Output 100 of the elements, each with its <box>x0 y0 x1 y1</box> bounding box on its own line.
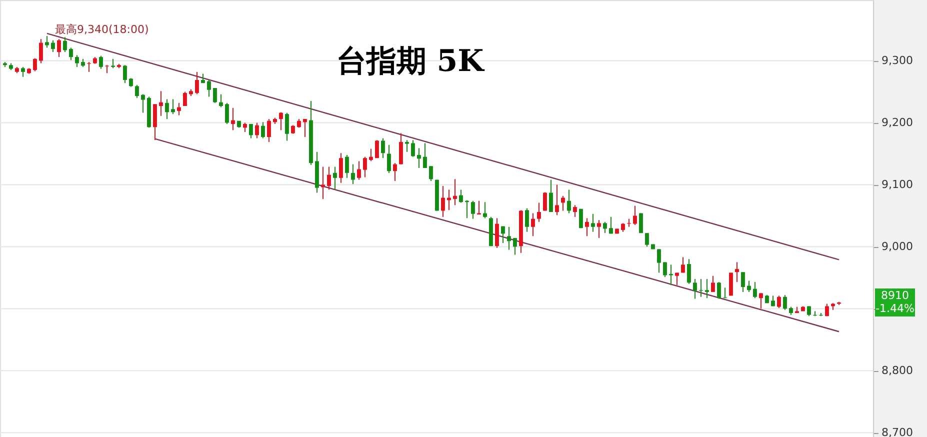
candlestick <box>561 195 565 212</box>
candlestick <box>537 202 541 222</box>
candlestick <box>39 38 43 64</box>
candlestick <box>603 221 607 234</box>
candlestick <box>303 118 307 138</box>
candlestick <box>345 154 349 178</box>
candlestick <box>441 185 445 218</box>
candlestick <box>231 107 235 131</box>
candlestick <box>357 160 361 180</box>
candlestick <box>573 204 577 218</box>
candlestick <box>807 306 811 317</box>
candlestick <box>183 91 187 106</box>
candlestick <box>825 303 829 317</box>
candlestick <box>261 122 265 139</box>
y-tick-label: 9,000 <box>882 240 913 254</box>
candlestick <box>525 208 529 232</box>
candlestick <box>123 64 127 84</box>
candlestick <box>177 102 181 116</box>
candlestick <box>711 275 715 292</box>
candlestick <box>717 282 721 300</box>
text: -1.44% <box>876 302 914 315</box>
candlestick <box>531 212 535 237</box>
candlestick <box>333 166 337 190</box>
candlestick <box>735 262 739 283</box>
candlestick <box>171 98 175 115</box>
candlestick <box>777 295 781 309</box>
y-tick-label: 9,200 <box>882 116 913 130</box>
candlestick <box>783 294 787 310</box>
candlestick <box>501 226 505 244</box>
y-tick-label: 9,300 <box>882 54 913 68</box>
candlestick <box>585 218 589 237</box>
candlestick <box>729 272 733 296</box>
y-tick-label: 9,100 <box>882 178 913 192</box>
candlestick <box>567 189 571 214</box>
candlestick <box>417 148 421 168</box>
candlestick <box>369 148 373 162</box>
candlestick <box>159 90 163 116</box>
y-tick-label: 8,800 <box>882 364 913 378</box>
candlestick <box>45 35 49 48</box>
candlestick <box>63 36 67 53</box>
candlestick <box>57 38 61 58</box>
candlestick <box>225 102 229 124</box>
candlestick <box>423 142 427 168</box>
candlestick <box>279 112 283 131</box>
candlestick <box>687 258 691 284</box>
candlestick <box>609 216 613 234</box>
candlestick <box>639 212 643 234</box>
candlestick <box>267 118 271 142</box>
candlestick <box>153 104 157 141</box>
candlestick <box>543 192 547 212</box>
candlestick <box>747 280 751 292</box>
annotation: 最高9,340(18:00) <box>54 22 149 36</box>
candlestick <box>447 189 451 211</box>
candlestick <box>387 144 391 174</box>
candlestick <box>429 166 433 182</box>
candlestick <box>213 88 217 104</box>
text: 台指期 5K <box>336 44 485 79</box>
candlestick <box>459 189 463 204</box>
candlestick <box>555 184 559 216</box>
candlestick <box>207 79 211 98</box>
candlestick <box>633 205 637 226</box>
candlestick <box>483 202 487 219</box>
candlestick <box>753 282 757 299</box>
candlestick <box>597 220 601 239</box>
candlestick <box>759 292 763 310</box>
candlestick <box>327 166 331 190</box>
candlestick <box>477 200 481 215</box>
candlestick <box>645 232 649 248</box>
candlestick <box>321 166 325 200</box>
candlestick <box>705 278 709 299</box>
candlestick <box>549 179 553 212</box>
candlestick <box>111 58 115 69</box>
candlestick <box>135 84 139 98</box>
candlestick <box>675 272 679 286</box>
candlestick <box>381 138 385 159</box>
candlestick <box>741 272 745 292</box>
candlestick <box>249 123 253 139</box>
candlestick <box>21 66 25 78</box>
candlestick <box>453 178 457 206</box>
candlestick <box>375 140 379 159</box>
candlestick <box>393 162 397 182</box>
candlestick <box>195 71 199 95</box>
candlestick <box>69 47 73 61</box>
candlestick <box>351 164 355 185</box>
candlestick <box>471 200 475 220</box>
candlestick <box>507 226 511 250</box>
candlestick <box>339 152 343 184</box>
candlestick <box>405 140 409 152</box>
candlestick <box>663 262 667 278</box>
candlestick <box>363 156 367 178</box>
candlestick <box>495 218 499 248</box>
candlestick <box>243 122 247 133</box>
candlestick <box>141 94 145 114</box>
candlestick <box>75 54 79 68</box>
candlestick <box>681 256 685 274</box>
candlestick <box>657 248 661 274</box>
candlestick <box>99 55 103 70</box>
candlestick <box>399 132 403 165</box>
candlestick <box>33 58 37 72</box>
text: 8910 <box>881 288 909 302</box>
